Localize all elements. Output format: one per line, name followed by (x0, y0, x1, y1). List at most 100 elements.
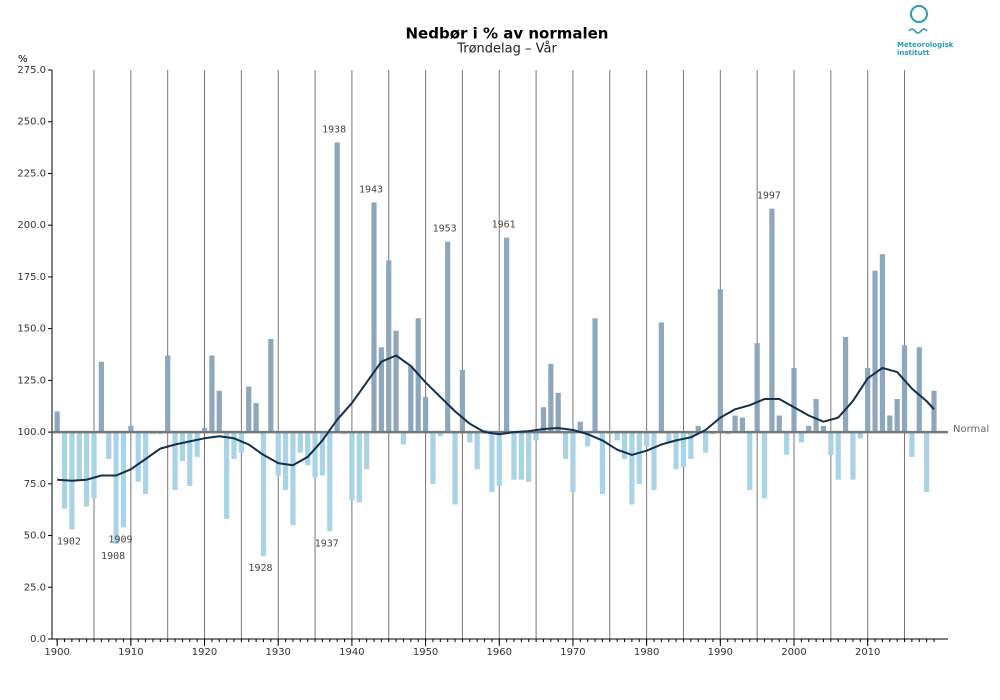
bar (297, 432, 303, 453)
bar (312, 432, 318, 478)
bar (142, 432, 149, 495)
bar (599, 432, 606, 495)
bar (165, 355, 171, 433)
bar (445, 241, 451, 433)
annotation: 1938 (322, 124, 346, 135)
bar (408, 365, 414, 433)
bar (739, 417, 746, 433)
bar (533, 432, 539, 441)
bar (54, 411, 60, 433)
bar (931, 390, 937, 433)
bar (518, 432, 524, 480)
bar (585, 432, 591, 447)
bar (717, 289, 723, 433)
bar (761, 432, 768, 499)
y-tick-label: 175.0 (17, 272, 46, 283)
bar (562, 432, 569, 459)
bar (393, 330, 399, 433)
x-tick-label: 1930 (265, 647, 290, 658)
bar (592, 318, 598, 433)
bar (769, 208, 775, 433)
bar (879, 254, 886, 433)
bar (636, 432, 642, 484)
x-tick-label: 2010 (855, 647, 880, 658)
bar (850, 432, 856, 480)
bar (828, 432, 834, 455)
bar (651, 432, 657, 491)
bar (106, 432, 112, 459)
y-tick-label: 250.0 (17, 117, 46, 128)
annotation: 1943 (359, 184, 383, 195)
bar (209, 355, 215, 433)
y-tick-label: 100.0 (17, 427, 46, 438)
logo-circle (910, 5, 928, 23)
smooth-line (57, 354, 935, 482)
bar (872, 270, 878, 433)
bar (526, 432, 532, 482)
bar (305, 432, 311, 466)
logo-text: institutt (897, 49, 930, 57)
bar (246, 386, 252, 433)
y-tick-label: 225.0 (17, 168, 46, 179)
bar (224, 432, 230, 519)
bar (747, 432, 753, 491)
bar (260, 432, 267, 557)
bar (629, 432, 635, 505)
bar (614, 432, 620, 441)
annotation: 1928 (248, 563, 272, 574)
bar (349, 432, 355, 501)
x-tick-label: 1990 (708, 647, 733, 658)
bar (909, 432, 915, 457)
bar (732, 415, 738, 433)
y-tick-label: 200.0 (17, 220, 46, 231)
bar (688, 432, 694, 459)
bar (658, 322, 664, 433)
bar (135, 432, 141, 482)
annotation: 1937 (315, 538, 339, 549)
bar (61, 432, 68, 509)
x-tick-label: 1980 (634, 647, 659, 658)
bar (489, 432, 495, 493)
bar (364, 432, 370, 470)
y-tick-label: 0.0 (30, 634, 46, 645)
bar (798, 432, 804, 443)
x-tick-label: 1900 (44, 647, 69, 658)
bar (194, 432, 200, 457)
bar (430, 432, 436, 484)
bar (113, 432, 119, 544)
bar (275, 432, 281, 476)
bar (327, 432, 333, 532)
bar (496, 432, 502, 486)
x-tick-label: 1940 (339, 647, 364, 658)
bar (842, 336, 849, 433)
bar (791, 367, 797, 433)
bar (474, 432, 480, 470)
y-tick-label: 50.0 (24, 531, 46, 542)
logo: Meteorologisk institutt (897, 5, 954, 57)
bar (201, 427, 208, 433)
bar (916, 347, 922, 433)
annotation: 1902 (57, 536, 81, 547)
bar (754, 343, 760, 433)
bar (378, 347, 384, 433)
bar (887, 415, 893, 433)
bar (835, 432, 841, 480)
bar (813, 398, 819, 433)
bar (400, 432, 407, 445)
baseline-label: Normal (953, 424, 989, 435)
bar (91, 432, 97, 499)
bar (784, 432, 790, 455)
annotation: 1997 (757, 191, 781, 202)
bar (924, 432, 930, 493)
bar (98, 361, 104, 433)
chart-title: Nedbør i % av normalen (406, 25, 609, 43)
x-tick-label: 1920 (192, 647, 217, 658)
annotation: 1953 (433, 224, 457, 235)
bar (467, 432, 473, 443)
x-tick-label: 1910 (118, 647, 143, 658)
bar (901, 345, 908, 433)
bar (216, 390, 222, 433)
bar (268, 338, 274, 433)
bar (253, 403, 259, 433)
